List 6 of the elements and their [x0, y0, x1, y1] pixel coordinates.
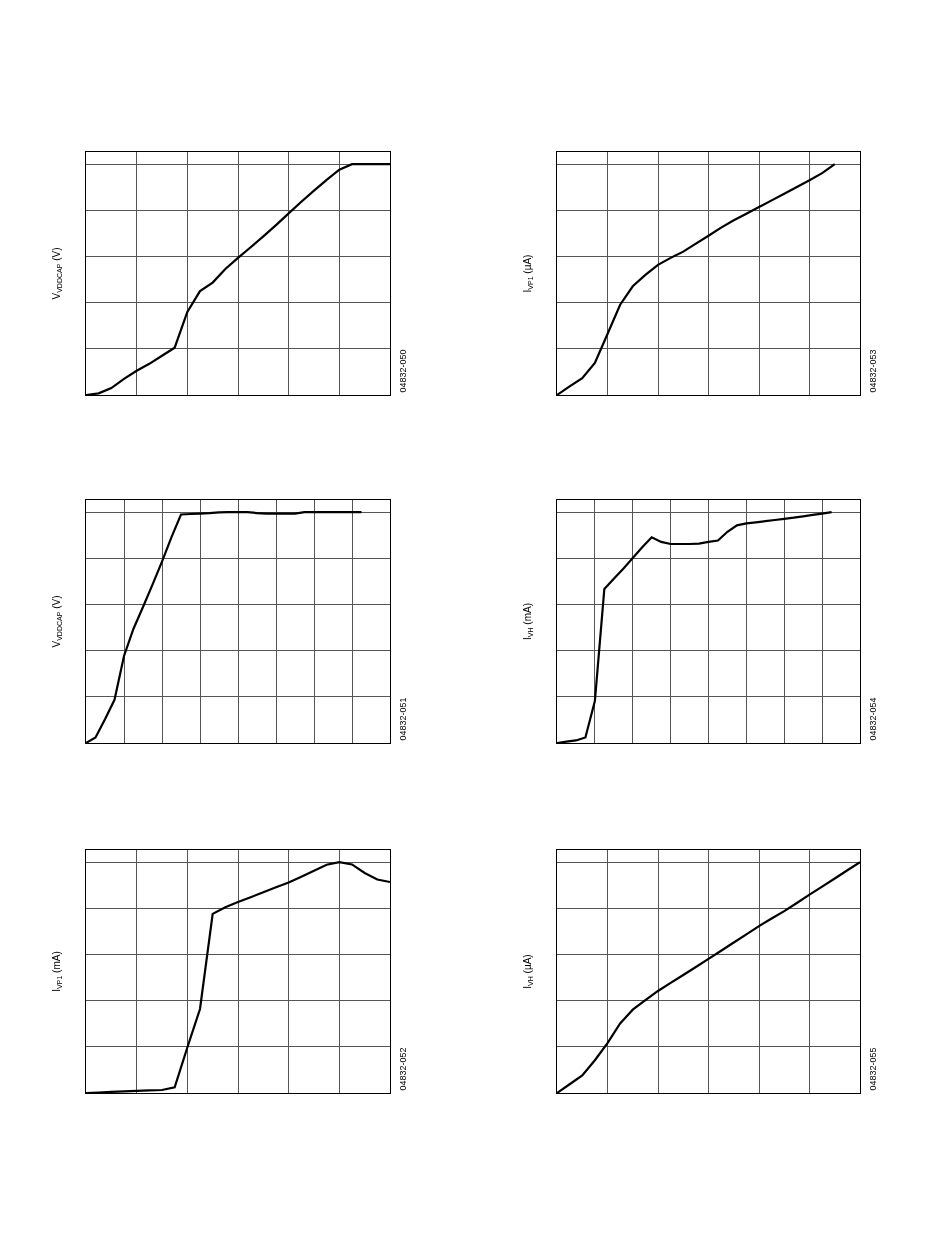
- text: 04832-050: [397, 349, 408, 393]
- text: 04832-052: [397, 1047, 408, 1091]
- text: 04832-051: [397, 697, 408, 741]
- text: 04832-055: [867, 1047, 878, 1091]
- text: 04832-053: [867, 349, 878, 393]
- text: 04832-054: [867, 697, 878, 741]
